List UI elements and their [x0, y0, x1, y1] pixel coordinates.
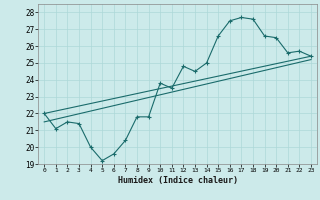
X-axis label: Humidex (Indice chaleur): Humidex (Indice chaleur)	[118, 176, 238, 185]
